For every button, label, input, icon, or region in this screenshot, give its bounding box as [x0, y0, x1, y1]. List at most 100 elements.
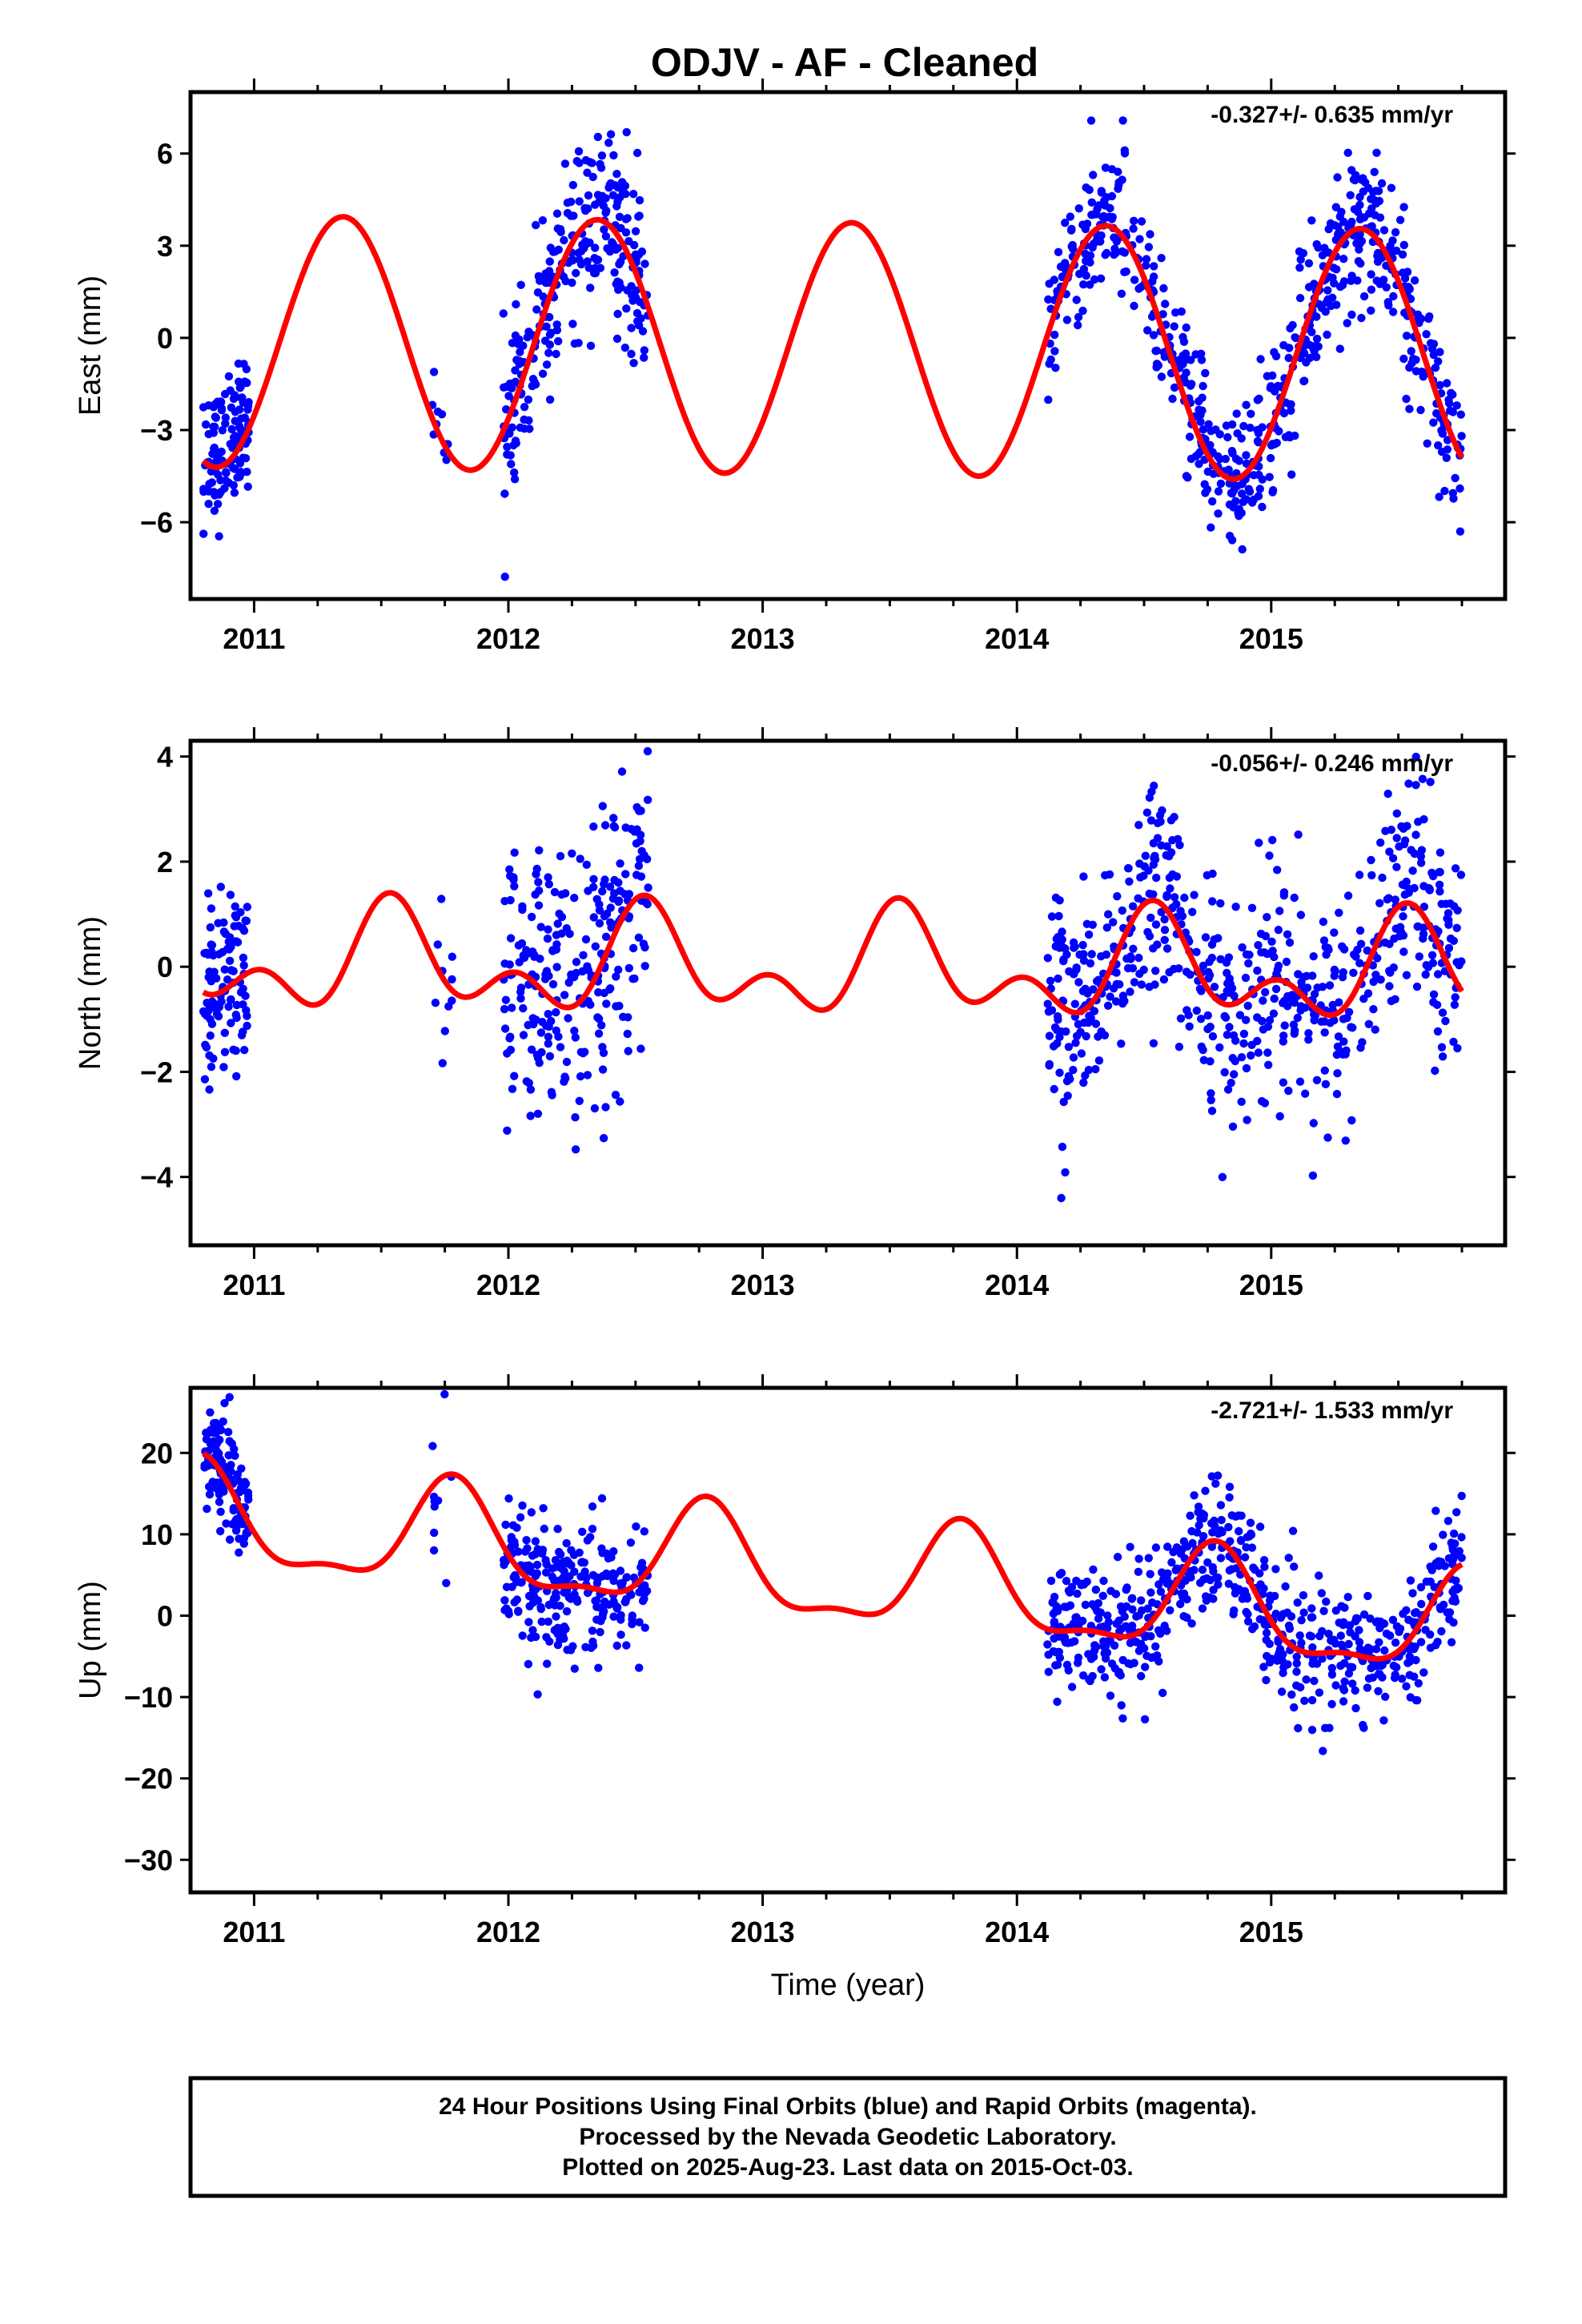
data-point: [1317, 1589, 1327, 1598]
data-point: [520, 403, 529, 412]
data-point: [1392, 809, 1402, 818]
data-point: [1239, 1029, 1249, 1039]
data-point: [1293, 1013, 1303, 1023]
data-point: [1171, 308, 1180, 317]
data-point: [596, 163, 606, 172]
data-point: [1109, 984, 1118, 993]
east-y-axis-label: East (mm): [74, 275, 107, 416]
data-point: [1053, 1012, 1062, 1021]
data-point: [1287, 406, 1295, 415]
data-point: [1146, 1588, 1155, 1597]
data-point: [588, 172, 597, 182]
up-final-orbit-points: [200, 1389, 1466, 1755]
data-point: [1238, 489, 1247, 498]
data-point: [1292, 1667, 1301, 1676]
data-point: [609, 1576, 618, 1586]
data-point: [575, 255, 584, 264]
data-point: [232, 1072, 241, 1081]
data-point: [1120, 146, 1130, 155]
data-point: [1089, 1565, 1098, 1574]
data-point: [233, 473, 242, 482]
data-point: [584, 191, 593, 200]
data-point: [1455, 961, 1464, 970]
data-point: [1438, 429, 1447, 438]
data-point: [588, 1502, 597, 1511]
data-point: [1367, 1663, 1375, 1673]
data-point: [1051, 364, 1060, 372]
data-point: [565, 1572, 574, 1581]
data-point: [1064, 1586, 1074, 1595]
data-point: [556, 1043, 565, 1051]
data-point: [1086, 116, 1096, 125]
data-point: [1151, 920, 1161, 929]
data-point: [1150, 851, 1159, 861]
data-point: [1392, 246, 1401, 255]
data-point: [225, 1437, 234, 1445]
data-point: [548, 1091, 556, 1100]
data-point: [1235, 456, 1244, 465]
data-point: [1070, 999, 1080, 1008]
data-point: [561, 1625, 570, 1634]
data-point: [1399, 1610, 1407, 1618]
data-point: [223, 975, 232, 984]
up-model-curve: [202, 1450, 1464, 1662]
data-point: [1261, 987, 1270, 997]
data-point: [1055, 1068, 1064, 1077]
data-point: [1287, 1612, 1296, 1621]
data-point: [1310, 347, 1319, 356]
data-point: [205, 1085, 214, 1094]
data-point: [1120, 267, 1129, 276]
data-point: [505, 1034, 514, 1043]
data-point: [500, 1004, 509, 1014]
data-point: [442, 1578, 451, 1588]
data-point: [1342, 1046, 1351, 1055]
data-point: [1104, 910, 1113, 919]
data-point: [1165, 873, 1174, 883]
data-point: [640, 943, 649, 952]
data-point: [1399, 947, 1408, 956]
data-point: [1385, 982, 1394, 991]
data-point: [568, 180, 577, 190]
data-point: [518, 1501, 527, 1510]
data-point: [1323, 330, 1331, 340]
data-point: [588, 1641, 598, 1651]
data-point: [578, 1527, 587, 1537]
data-point: [1170, 893, 1179, 902]
data-point: [533, 1109, 543, 1119]
data-point: [598, 1065, 608, 1074]
data-point: [613, 309, 622, 319]
data-point: [1273, 965, 1283, 974]
north-model-curve: [202, 890, 1464, 1019]
data-point: [1372, 276, 1381, 285]
data-point: [599, 1048, 608, 1058]
data-point: [1113, 892, 1122, 901]
data-point: [1150, 262, 1158, 271]
data-point: [1097, 952, 1106, 961]
data-point: [1448, 408, 1458, 416]
data-point: [1216, 1501, 1226, 1510]
data-point: [1196, 1015, 1206, 1023]
data-point: [206, 923, 215, 932]
data-point: [1137, 217, 1146, 226]
up-panel: 2011 2012 2013 2014 2015 −30 −20 −10 0 10 20 -2.72…: [74, 1374, 1516, 2002]
data-point: [1132, 1638, 1141, 1647]
data-point: [1139, 965, 1148, 975]
data-point: [1170, 964, 1178, 974]
data-point: [1335, 344, 1345, 353]
data-point: [1072, 296, 1081, 304]
data-point: [1319, 936, 1329, 945]
data-point: [635, 195, 644, 205]
data-point: [588, 1524, 597, 1534]
data-point: [1130, 1659, 1138, 1667]
data-point: [222, 476, 231, 485]
data-point: [1415, 319, 1423, 328]
data-point: [1456, 527, 1465, 536]
data-point: [572, 268, 580, 278]
time-x-axis-label: Time (year): [771, 1968, 926, 2002]
data-point: [1118, 175, 1126, 184]
x-tick-label: 2012: [476, 1269, 540, 1301]
data-point: [644, 883, 652, 892]
data-point: [1086, 258, 1094, 267]
data-point: [241, 454, 251, 463]
data-point: [531, 380, 540, 389]
